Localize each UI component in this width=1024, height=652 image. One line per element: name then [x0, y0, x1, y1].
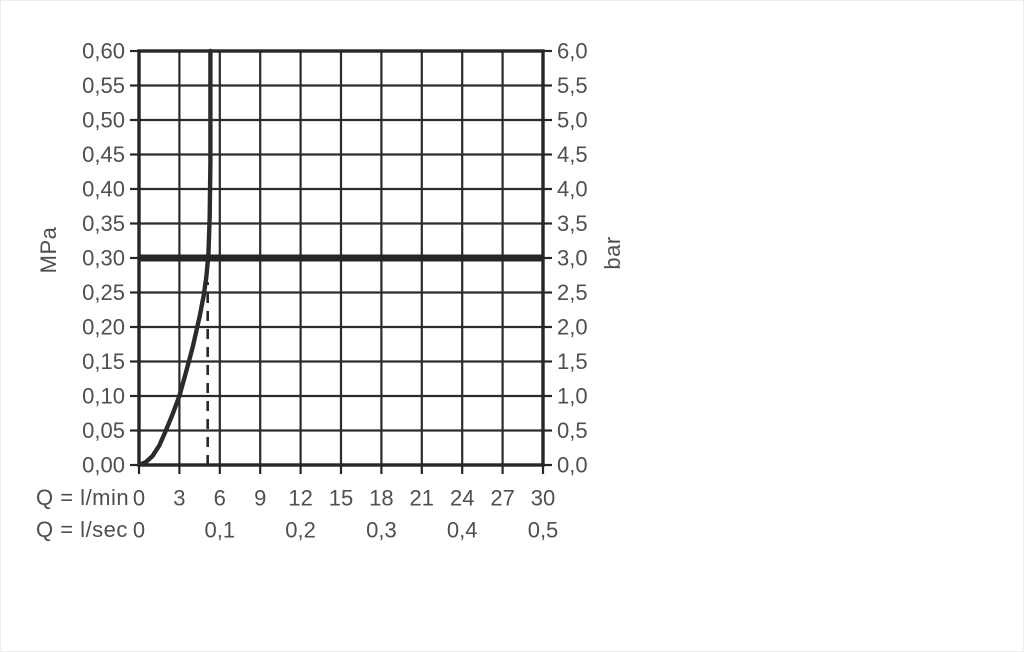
- flow-curve: [136, 48, 213, 468]
- left-axis-tick-label: 0,00: [82, 453, 125, 478]
- right-axis-tick-label: 3,0: [557, 246, 588, 271]
- x-axis-lsec-tick-label: 0,5: [528, 518, 559, 543]
- right-axis-tick-label: 2,0: [557, 315, 588, 340]
- x-axis-lmin-label: Q = l/min: [36, 485, 130, 510]
- x-axis-lmin-tick-label: 21: [410, 486, 434, 511]
- x-axis-lmin-tick-label: 6: [214, 486, 226, 511]
- x-axis-lmin-tick-label: 30: [531, 486, 555, 511]
- right-axis-tick-label: 5,0: [557, 108, 588, 133]
- x-axis-lsec-tick-label: 0: [133, 518, 145, 543]
- right-axis-tick-label: 4,0: [557, 177, 588, 202]
- data-series: [136, 48, 544, 468]
- x-axis-lmin-tick-label: 27: [490, 486, 514, 511]
- x-axis-lmin-tick-label: 9: [254, 486, 266, 511]
- right-axis-tick-label: 5,5: [557, 73, 588, 98]
- left-axis-tick-label: 0,15: [82, 349, 125, 374]
- x-axis-lsec-tick-label: 0,4: [447, 518, 478, 543]
- x-axis-lmin-tick-label: 15: [329, 486, 353, 511]
- right-axis-tick-label: 0,5: [557, 418, 588, 443]
- axis-ticks: [130, 49, 552, 474]
- right-axis-tick-label: 2,5: [557, 280, 588, 305]
- right-axis-tick-label: 6,0: [557, 39, 588, 64]
- left-axis-tick-label: 0,40: [82, 177, 125, 202]
- left-axis-tick-label: 0,35: [82, 211, 125, 236]
- left-axis-tick-label: 0,45: [82, 142, 125, 167]
- left-axis-tick-label: 0,05: [82, 418, 125, 443]
- right-axis-unit-label: bar: [600, 236, 625, 270]
- right-axis-tick-label: 1,5: [557, 349, 588, 374]
- x-axis-lsec-label: Q = l/sec: [36, 517, 128, 542]
- left-axis-tick-label: 0,30: [82, 246, 125, 271]
- x-axis-lmin-tick-label: 3: [173, 486, 185, 511]
- x-axis-lsec-tick-label: 0,3: [366, 518, 397, 543]
- left-axis-tick-label: 0,55: [82, 73, 125, 98]
- x-axis-lmin-tick-label: 0: [133, 486, 145, 511]
- x-axis-lmin-tick-label: 24: [450, 486, 474, 511]
- left-axis-unit-label: MPa: [36, 226, 61, 274]
- right-axis-tick-label: 0,0: [557, 453, 588, 478]
- x-axis-lmin-tick-label: 12: [288, 486, 312, 511]
- left-axis-tick-label: 0,50: [82, 108, 125, 133]
- right-axis-tick-label: 3,5: [557, 211, 588, 236]
- left-axis-tick-label: 0,25: [82, 280, 125, 305]
- left-axis-tick-label: 0,20: [82, 315, 125, 340]
- x-axis-lmin-tick-label: 18: [369, 486, 393, 511]
- x-axis-lsec-tick-label: 0,2: [285, 518, 316, 543]
- left-axis-tick-label: 0,10: [82, 384, 125, 409]
- right-axis-tick-label: 1,0: [557, 384, 588, 409]
- right-axis-tick-label: 4,5: [557, 142, 588, 167]
- tick-labels: 0,00 0,00,05 0,50,10 1,00,15 1,50,20 2,00,25 2…: [82, 39, 587, 543]
- left-axis-tick-label: 0,60: [82, 39, 125, 64]
- x-axis-lsec-tick-label: 0,1: [205, 518, 236, 543]
